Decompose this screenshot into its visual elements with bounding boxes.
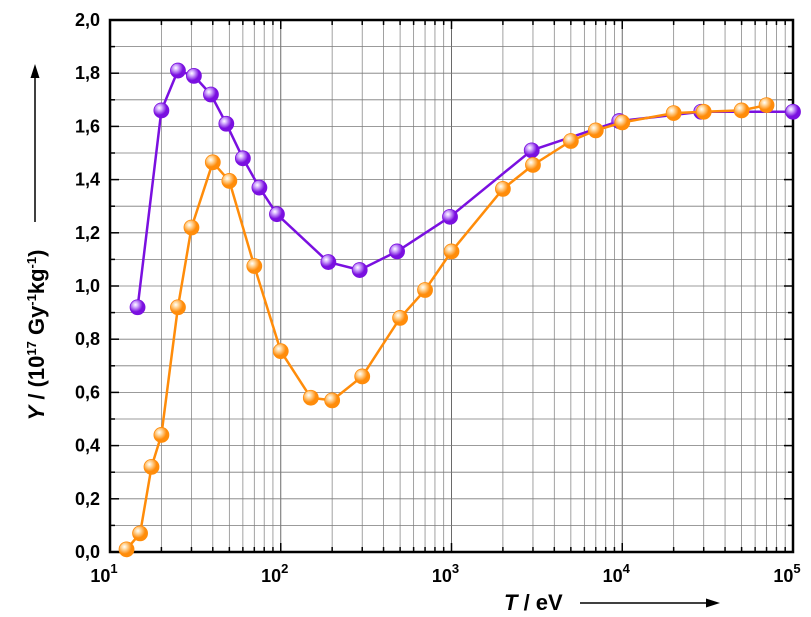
y-axis-mid: / (10 [24,356,49,406]
x-axis-var: T [504,590,519,615]
data-point [587,122,604,139]
data-point [251,179,268,196]
data-point [153,427,170,443]
series-1 [118,97,775,558]
y-tick-label: 1,6 [75,116,100,136]
data-point [417,282,433,298]
data-point [272,343,289,360]
y-tick-label: 0,6 [75,382,100,402]
data-point [695,103,712,120]
data-point [204,154,221,171]
data-point [218,115,235,132]
data-point [562,133,579,149]
y-tick-label: 1,2 [75,223,100,243]
data-point [170,299,186,316]
data-point [186,67,202,84]
series-line [125,103,767,551]
x-tick-label: 105 [773,561,800,586]
data-point [523,142,540,159]
axis-ticks [109,19,793,553]
data-point [733,102,750,119]
data-point [153,102,170,119]
data-point [495,181,511,197]
tick-labels: 0,0 0,2 0,4 0,6 0,8 1,0 1,2 1,4 1,6 1,8 2,0 101 102 1… [75,10,801,586]
y-axis-exp3: -1 [24,257,39,269]
data-point [320,254,337,270]
data-point [170,62,186,79]
y-axis-exp1: 17 [24,341,39,355]
y-tick-label: 0,0 [75,542,100,562]
y-tick-label: 0,2 [75,489,100,509]
x-tick-label: 103 [432,561,459,586]
y-axis-arrow [30,64,40,222]
data-point [354,368,371,385]
x-tick-label: 104 [603,561,631,586]
y-axis-title: Y / (1017 Gy-1kg-1) [24,250,49,421]
data-point [221,173,238,189]
data-point [129,299,146,316]
data-point [246,258,263,274]
series-line [136,69,793,308]
data-point [758,97,775,114]
data-point [389,243,405,260]
y-tick-label: 0,8 [75,329,100,349]
data-point [614,114,631,131]
y-axis-exp2: -1 [24,294,39,306]
y-axis-unit2: kg [24,268,49,294]
y-tick-label: 1,8 [75,63,100,83]
data-point [442,208,458,225]
data-point [665,105,682,121]
data-point [302,389,319,406]
y-tick-label: 1,4 [75,170,100,190]
data-point [392,310,408,326]
data-point [203,86,219,103]
x-axis-title: T / eV [504,590,563,615]
y-tick-label: 2,0 [75,10,100,30]
y-tick-label: 1,0 [75,276,100,296]
data-point [132,525,148,542]
data-point [443,243,460,260]
x-tick-label: 102 [261,561,288,586]
data-point [351,262,368,278]
data-point [118,541,135,558]
y-tick-label: 0,4 [75,436,100,456]
x-axis-arrow [580,598,720,608]
y-axis-var: Y [24,403,49,420]
data-point [525,157,541,173]
y-axis-close: ) [24,250,49,257]
data-point [234,150,251,167]
data-point [269,206,285,223]
data-point [785,103,801,120]
data-point [143,458,160,475]
x-axis-unit: / eV [517,590,563,615]
x-tick-label: 101 [90,561,117,586]
data-point [183,219,200,236]
y-axis-unit1: Gy [24,305,49,341]
grid [109,19,793,553]
series-layer [118,62,801,558]
data-point [324,392,341,409]
